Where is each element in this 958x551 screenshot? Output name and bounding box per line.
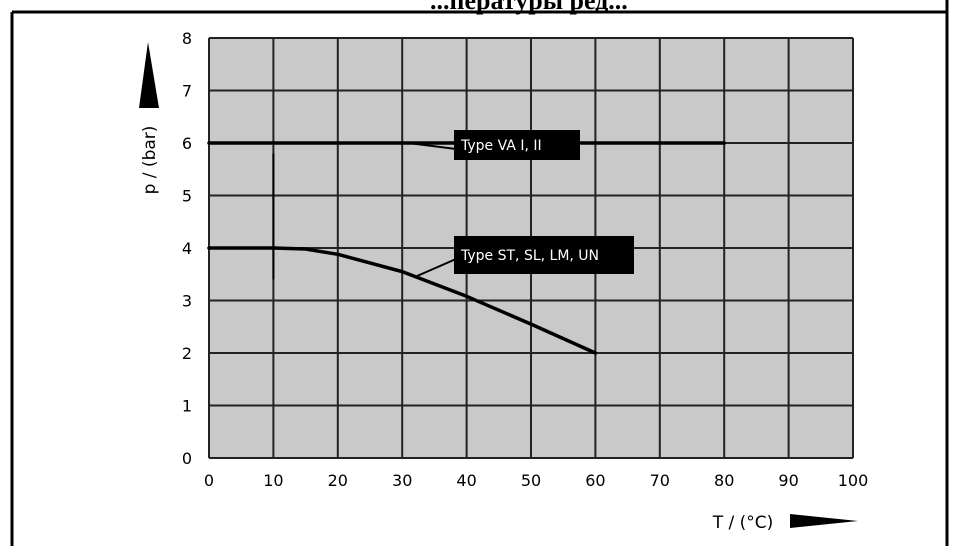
series-line-1: [207, 246, 598, 355]
y-tick-label: 3: [182, 292, 192, 311]
y-tick-label: 2: [182, 344, 192, 363]
annotation-leader-line: [414, 258, 457, 278]
cropped-header-text: ...пературы ред...: [430, 0, 628, 15]
y-tick-label: 6: [182, 134, 192, 153]
y-tick-label: 1: [182, 397, 192, 416]
x-axis-arrow-icon: [790, 514, 858, 528]
y-tick-label: 4: [182, 239, 192, 258]
x-tick-label: 0: [204, 471, 214, 490]
y-tick-label: 5: [182, 187, 192, 206]
x-tick-label: 70: [650, 471, 670, 490]
x-tick-label: 10: [263, 471, 283, 490]
y-tick-label: 0: [182, 449, 192, 468]
x-tick-label: 40: [456, 471, 476, 490]
annotation-label: Type VA I, II: [460, 138, 542, 154]
y-axis-arrow-icon: [139, 42, 159, 108]
annotations: Type VA I, II Type ST, SL, LM, UN: [408, 130, 634, 278]
x-tick-label: 30: [392, 471, 412, 490]
y-axis-label: p / (bar): [140, 126, 160, 195]
annotation-box: [454, 130, 580, 160]
x-axis-label: T / (°C): [712, 513, 774, 533]
tick-labels: 0 10 20 30 40 50 60 70 80 90 100 0 1 2 3 4 5 6 7 8: [182, 29, 868, 490]
annotation-label: Type ST, SL, LM, UN: [460, 248, 599, 264]
x-tick-label: 50: [521, 471, 541, 490]
x-tick-label: 60: [585, 471, 605, 490]
annotation-box: [454, 236, 634, 274]
y-tick-label: 7: [182, 82, 192, 101]
x-tick-label: 80: [714, 471, 734, 490]
x-tick-label: 20: [328, 471, 348, 490]
x-tick-label: 100: [838, 471, 869, 490]
x-tick-label: 90: [778, 471, 798, 490]
y-tick-label: 8: [182, 29, 192, 48]
annotation-leader-line: [408, 142, 457, 150]
